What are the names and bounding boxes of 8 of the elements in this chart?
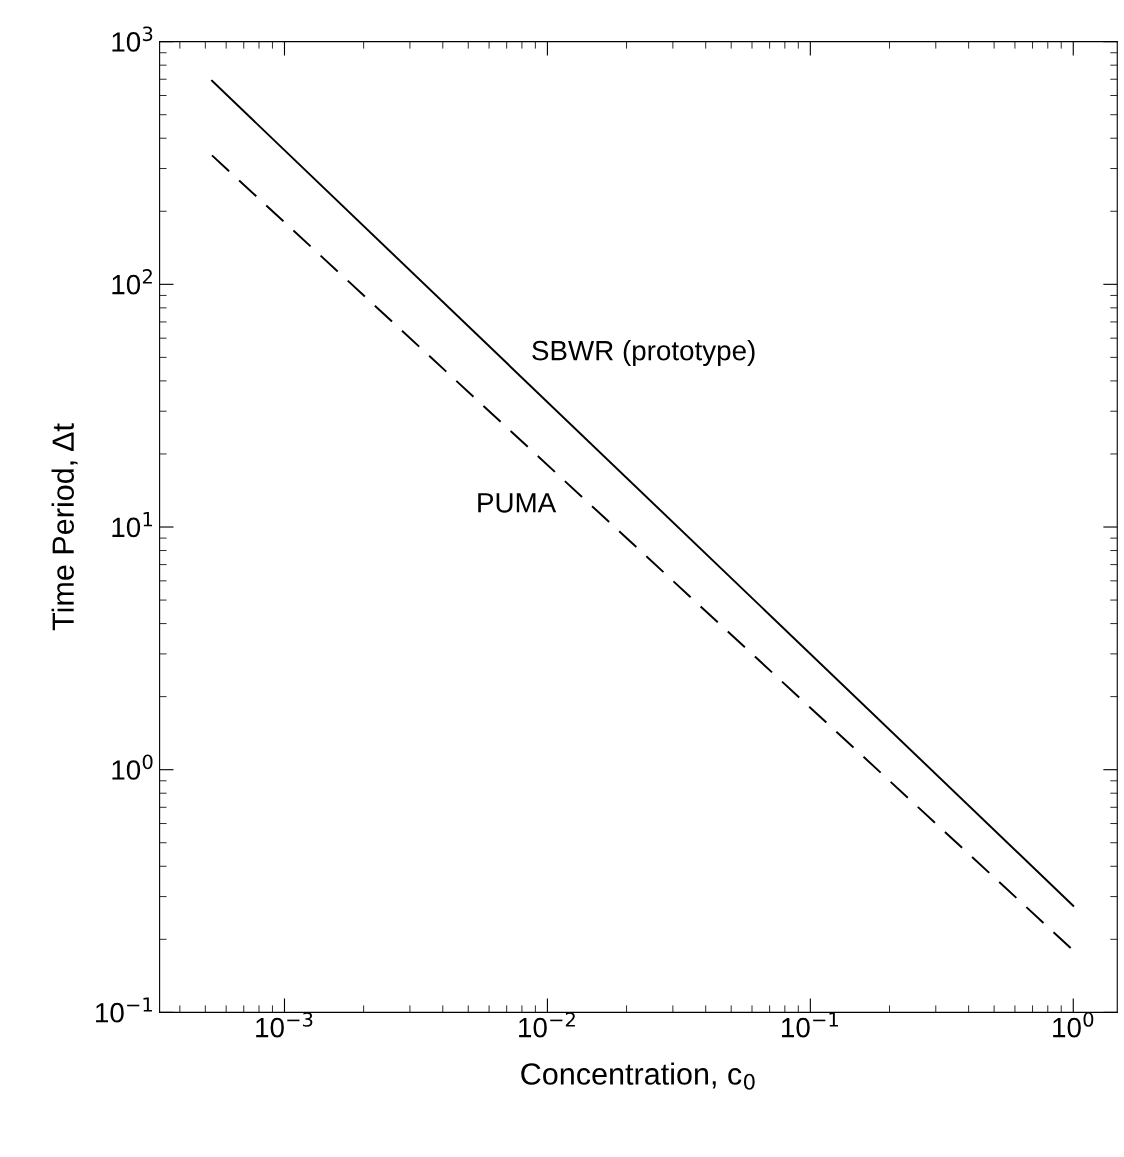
x-axis-title: Concentration, c$_{0}$ bbox=[521, 1062, 755, 1090]
y-axis-title: Time Period, Δt bbox=[51, 423, 78, 631]
y-tick-label: 10$^{0}$ bbox=[112, 754, 153, 780]
y-tick-label: 10$^{3}$ bbox=[112, 26, 153, 52]
y-tick-label: 10$^{1}$ bbox=[112, 512, 153, 538]
series-label: SBWR (prototype) bbox=[532, 340, 755, 366]
series-label: PUMA bbox=[478, 493, 557, 513]
y-tick-label: 10$^{2}$ bbox=[112, 269, 152, 295]
